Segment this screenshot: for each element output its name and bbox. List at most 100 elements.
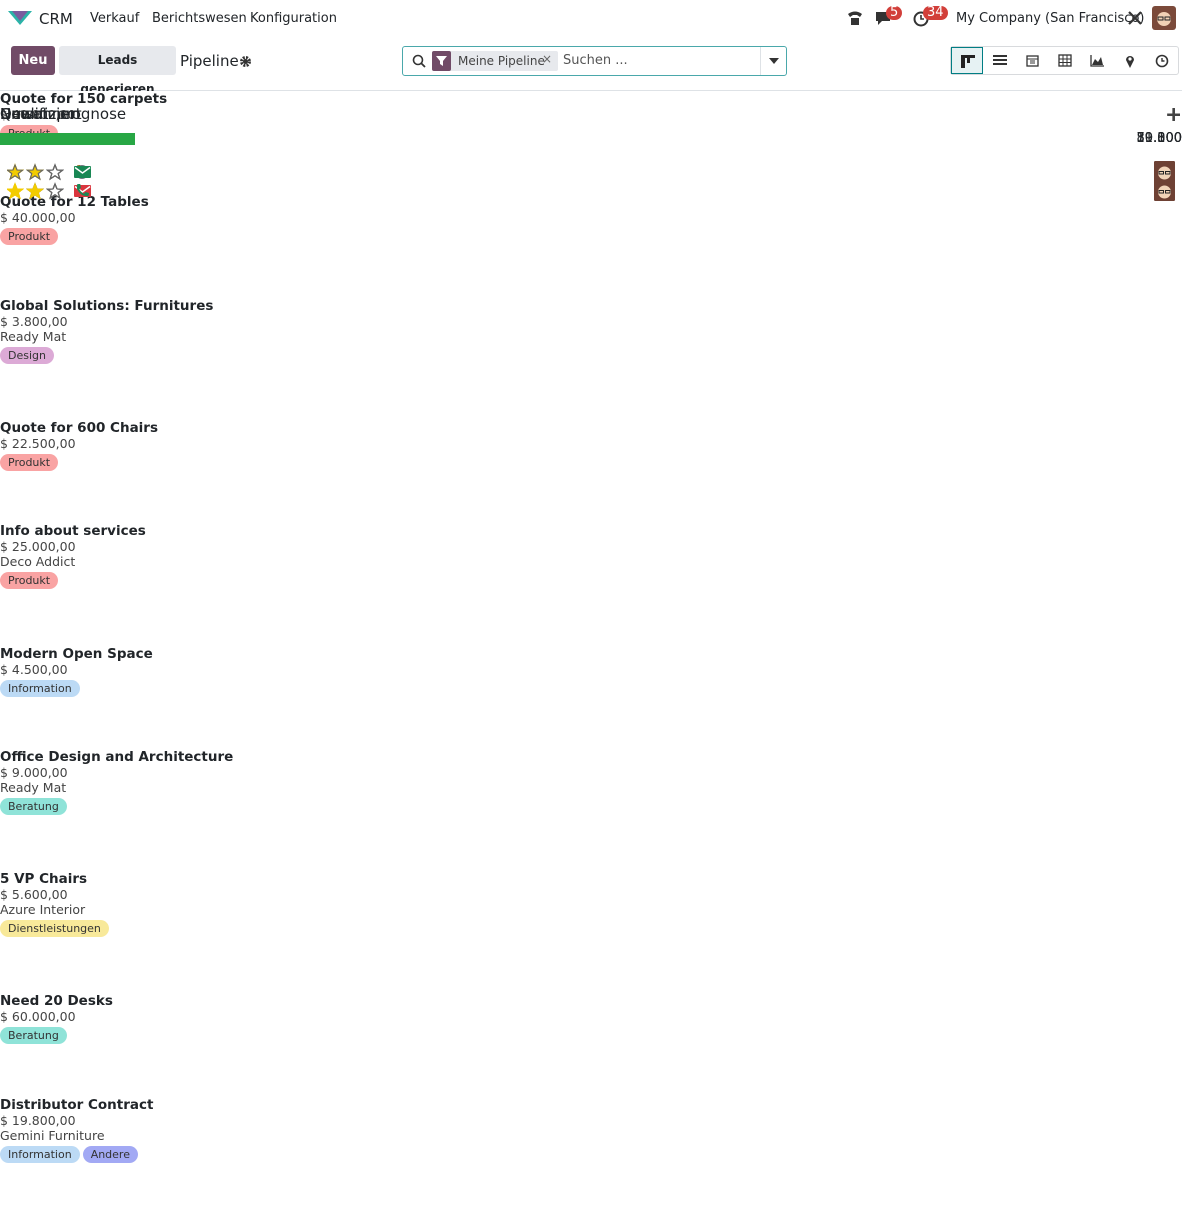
- progress-bar: [0, 133, 135, 145]
- tag: Produkt: [0, 454, 58, 471]
- facet-remove[interactable]: ×: [542, 52, 552, 66]
- lead-revenue: $ 4.500,00: [0, 662, 1182, 677]
- user-avatar[interactable]: [1152, 6, 1176, 30]
- tag-list: Design: [0, 344, 1182, 364]
- priority-star[interactable]: [28, 165, 43, 179]
- pivot-view-button[interactable]: [1048, 47, 1080, 74]
- tag-list: Information: [0, 677, 1182, 697]
- lead-partner: Ready Mat: [0, 780, 1182, 795]
- lead-partner: Ready Mat: [0, 329, 1182, 344]
- card-footer: [7, 163, 107, 181]
- tag-list: Produkt: [0, 225, 1182, 245]
- lead-revenue: $ 22.500,00: [0, 436, 1182, 451]
- tag-list: Beratung: [0, 1024, 1182, 1044]
- assignee-avatar[interactable]: [1154, 180, 1175, 201]
- tag: Produkt: [0, 572, 58, 589]
- lead-name: 5 VP Chairs: [0, 871, 1182, 887]
- lead-card[interactable]: Quote for 600 Chairs$ 22.500,00 Produkt: [0, 420, 1182, 524]
- page: CRM Verkauf Berichtswesen Konfiguration …: [0, 0, 1182, 612]
- tag: Information: [0, 1146, 80, 1163]
- priority-star[interactable]: [48, 165, 63, 179]
- search-box[interactable]: Meine Pipeline × Suchen ...: [402, 46, 787, 76]
- avatar-face: [1158, 167, 1171, 180]
- search-icon: [412, 54, 426, 68]
- new-button[interactable]: Neu: [11, 46, 55, 75]
- navbar: CRM Verkauf Berichtswesen Konfiguration …: [0, 0, 1182, 37]
- menu-item[interactable]: Verkauf: [90, 11, 139, 26]
- lead-revenue: $ 25.000,00: [0, 539, 1182, 554]
- tag: Produkt: [0, 228, 58, 245]
- tag-list: Dienstleistungen: [0, 917, 1182, 937]
- lead-name: Quote for 12 Tables: [0, 194, 1182, 210]
- activity-view-button[interactable]: [1146, 47, 1178, 74]
- lead-partner: Deco Addict: [0, 554, 1182, 569]
- lead-name: Need 20 Desks: [0, 993, 1182, 1009]
- debug-icon[interactable]: [1127, 10, 1143, 26]
- search-facet[interactable]: Meine Pipeline ×: [432, 51, 558, 71]
- lead-name: Quote for 600 Chairs: [0, 420, 1182, 436]
- app-name[interactable]: CRM: [39, 10, 73, 28]
- lead-name: Info about services: [0, 523, 1182, 539]
- tag: Beratung: [0, 798, 67, 815]
- quick-create-button[interactable]: +: [1165, 102, 1182, 126]
- activity-envelope[interactable]: [74, 166, 91, 178]
- tag: Andere: [83, 1146, 138, 1163]
- progress-segment[interactable]: [0, 133, 135, 145]
- phone-icon[interactable]: [846, 10, 864, 26]
- app-logo: [8, 9, 32, 27]
- generate-leads-button[interactable]: Leads generieren: [59, 46, 176, 75]
- search-toggle[interactable]: [760, 47, 786, 75]
- calendar-view-button[interactable]: [1016, 47, 1048, 74]
- lead-partner: Azure Interior: [0, 902, 1182, 917]
- company-name[interactable]: My Company (San Francisco): [956, 11, 1144, 26]
- lead-name: Office Design and Architecture: [0, 749, 1182, 765]
- lead-name: Distributor Contract: [0, 1097, 1182, 1113]
- assignee-avatar[interactable]: [1154, 161, 1175, 182]
- priority-star[interactable]: [48, 184, 63, 198]
- lead-name: Global Solutions: Furnitures: [0, 298, 1182, 314]
- tag-list: Produkt: [0, 451, 1182, 471]
- map-view-button[interactable]: [1113, 47, 1145, 74]
- lead-card[interactable]: Quote for 12 Tables$ 40.000,00 Produkt: [0, 194, 1182, 298]
- view-switcher: [950, 46, 1179, 75]
- icon-part: [77, 184, 89, 196]
- lead-name: Quote for 150 carpets: [0, 91, 1182, 107]
- settings-icon[interactable]: [239, 55, 252, 68]
- filter-icon: [432, 51, 451, 71]
- priority-star[interactable]: [8, 165, 23, 179]
- lead-revenue: $ 3.800,00: [0, 314, 1182, 329]
- graph-view-button[interactable]: [1081, 47, 1113, 74]
- lead-revenue: $ 9.000,00: [0, 765, 1182, 780]
- activity-badge: 34: [923, 6, 948, 20]
- activity-phone[interactable]: [77, 184, 89, 196]
- priority-star[interactable]: [28, 184, 43, 198]
- kanban-view-button[interactable]: [951, 47, 983, 74]
- tag-list: Produkt: [0, 122, 1182, 142]
- priority-stars[interactable]: [8, 165, 63, 179]
- tag-list: Produkt: [0, 569, 1182, 589]
- facet-label: Meine Pipeline: [458, 54, 545, 68]
- list-view-button[interactable]: [983, 47, 1015, 74]
- menu-item[interactable]: Berichtswesen: [152, 11, 247, 26]
- lead-revenue: $ 5.600,00: [0, 887, 1182, 902]
- control-panel: Neu Leads generieren Pipeline Meine Pipe…: [0, 37, 1182, 91]
- menu-item[interactable]: Konfiguration: [250, 11, 337, 26]
- lead-revenue: $ 40.000,00: [0, 210, 1182, 225]
- search-input[interactable]: Suchen ...: [563, 53, 628, 68]
- priority-star[interactable]: [8, 184, 23, 198]
- lead-revenue: $ 60.000,00: [0, 1009, 1182, 1024]
- priority-stars[interactable]: [8, 184, 63, 198]
- lead-revenue: $ 40.000,00: [0, 107, 1182, 122]
- lead-card[interactable]: Office Design and Architecture$ 9.000,00…: [0, 749, 1182, 872]
